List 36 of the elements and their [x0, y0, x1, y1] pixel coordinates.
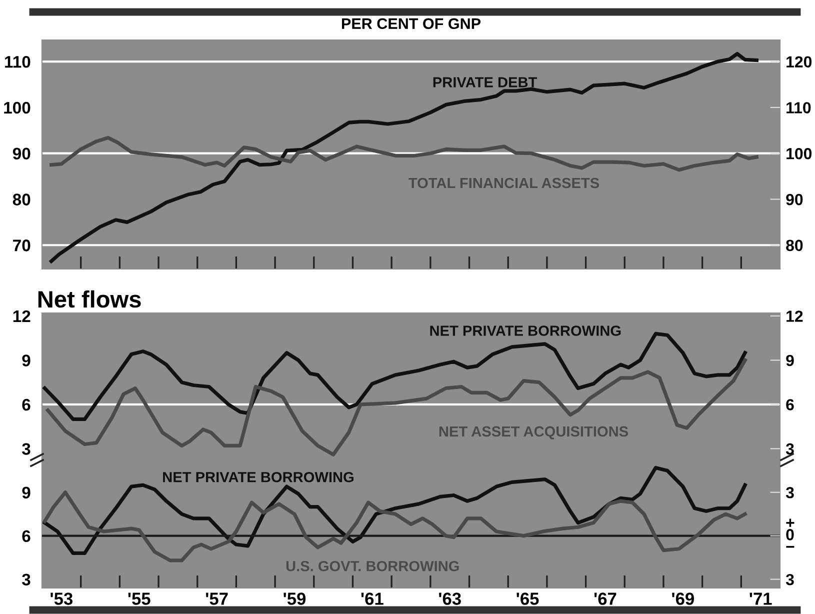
x-tick-label: '61 — [361, 592, 384, 605]
line-series — [42, 490, 747, 562]
line-series — [50, 52, 758, 264]
y-tick-label: 6 — [786, 399, 794, 410]
y-tick-label: 3 — [786, 443, 794, 455]
y-tick-label: 9 — [786, 354, 794, 366]
y-tick-label: 110 — [5, 56, 30, 68]
y-tick-label: 9 — [22, 486, 30, 499]
line-series — [50, 136, 758, 172]
y2-tick-label: 120 — [786, 56, 812, 68]
x-tick-label: '57 — [206, 592, 228, 605]
y-tick-label: 12 — [786, 310, 803, 322]
series-label: U.S. GOVT. BORROWING — [286, 560, 459, 572]
y2-tick-label: + 0 − — [786, 518, 794, 548]
y-tick-label: 80 — [12, 194, 30, 206]
chart-title: PER CENT OF GNP — [342, 18, 481, 30]
series-label: TOTAL FINANCIAL ASSETS — [408, 178, 600, 188]
y-tick-label: 6 — [22, 530, 30, 542]
x-tick-label: '63 — [439, 592, 461, 605]
series-label: NET PRIVATE BORROWING — [163, 472, 354, 482]
y-tick-label: 3 — [22, 574, 30, 586]
x-tick-label: '67 — [594, 592, 616, 605]
x-tick-label: '65 — [516, 592, 539, 605]
chart-title: Net flows — [38, 290, 141, 308]
y-tick-label: 100 — [4, 102, 30, 114]
y-tick-label: 70 — [13, 240, 30, 252]
text: NET ASSET ACQUISITIONS — [439, 426, 628, 440]
series-label: NET PRIVATE BORROWING — [430, 326, 621, 336]
y-tick-label: 90 — [12, 148, 30, 160]
series-label: PRIVATE DEBT — [433, 77, 538, 88]
x-tick-label: '59 — [284, 592, 306, 605]
x-tick-label: '53 — [50, 592, 73, 605]
x-tick-label: '69 — [672, 592, 694, 605]
line-series — [46, 358, 747, 456]
x-tick-label: '71 — [750, 592, 772, 605]
x-tick-label: '55 — [128, 592, 150, 605]
